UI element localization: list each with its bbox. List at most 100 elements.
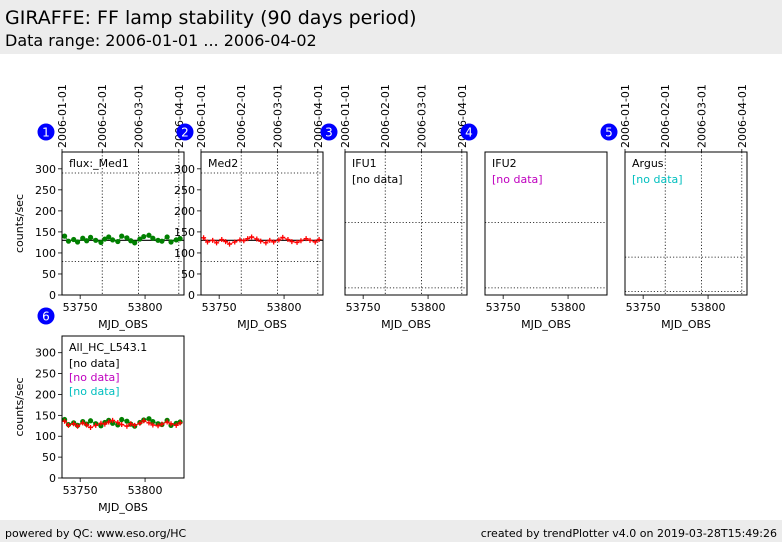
y-tick-label: 300	[35, 163, 56, 176]
y-tick-label: 150	[35, 226, 56, 239]
no-data-note: [no data]	[69, 371, 120, 384]
data-point	[164, 419, 170, 425]
y-tick-label: 200	[174, 205, 195, 218]
chart-panel-3: 3 2006-01-01 2006-02-01 2006-03-01 2006-04-0…	[320, 84, 469, 331]
plot-frame	[484, 151, 608, 296]
data-point	[110, 237, 116, 243]
date-tick-label: 2006-03-01	[696, 84, 709, 148]
data-point	[173, 422, 179, 428]
header-bar	[0, 0, 782, 54]
x-tick-label: 53800	[128, 484, 163, 497]
data-point	[132, 422, 138, 428]
date-tick-label: 2006-03-01	[133, 84, 146, 148]
data-point	[137, 236, 143, 242]
data-point	[119, 422, 125, 428]
y-tick-label: 250	[174, 184, 195, 197]
panel-label: flux:_Med1	[69, 157, 129, 170]
y-axis-label: counts/sec	[13, 377, 26, 436]
plot-frame	[61, 151, 185, 296]
data-point	[219, 236, 225, 242]
data-point	[237, 237, 243, 243]
data-point	[155, 237, 161, 243]
data-point	[98, 423, 104, 429]
y-axis-label: counts/sec	[13, 194, 26, 253]
no-data-note: [no data]	[69, 357, 120, 370]
date-tick-label: 2006-04-01	[736, 84, 749, 148]
data-point	[312, 239, 318, 245]
panel-label: Argus	[632, 157, 664, 170]
data-point	[201, 235, 207, 241]
date-tick-label: 2006-02-01	[96, 84, 109, 148]
x-axis-label: MJD_OBS	[521, 318, 571, 331]
x-tick-label: 53750	[626, 301, 661, 314]
data-point	[150, 235, 156, 241]
data-point	[232, 239, 238, 245]
data-point	[75, 423, 81, 429]
x-tick-label: 53800	[267, 301, 302, 314]
data-point	[168, 239, 174, 245]
data-point	[84, 422, 90, 428]
data-point	[110, 420, 116, 426]
no-data-note: [no data]	[492, 173, 543, 186]
no-data-note: [no data]	[69, 385, 120, 398]
data-point	[84, 238, 90, 244]
data-point	[298, 238, 304, 244]
y-tick-label: 250	[35, 184, 56, 197]
data-point	[285, 236, 291, 242]
panel-label: IFU1	[352, 157, 377, 170]
data-point	[106, 419, 112, 425]
data-point	[159, 421, 165, 427]
date-tick-label: 2006-02-01	[659, 84, 672, 148]
y-tick-label: 100	[35, 430, 56, 443]
data-point	[223, 239, 229, 245]
panel-badge-number: 4	[465, 126, 473, 140]
data-point	[164, 234, 170, 240]
panel-badge	[37, 307, 55, 325]
data-point	[155, 423, 161, 429]
page-title: GIRAFFE: FF lamp stability (90 days peri…	[5, 7, 417, 29]
data-point	[128, 238, 134, 244]
plot-frame	[344, 151, 468, 296]
data-point	[65, 238, 72, 244]
data-point	[124, 423, 130, 429]
data-point	[303, 236, 309, 242]
data-point	[115, 419, 121, 425]
data-point	[254, 236, 260, 242]
y-tick-label: 250	[35, 368, 56, 381]
footer-generator: created by trendPlotter v4.0 on 2019-03-…	[480, 527, 777, 540]
data-point	[98, 420, 104, 426]
footer-credit: powered by QC: www.eso.org/HC	[5, 527, 187, 540]
x-axis-label: MJD_OBS	[661, 318, 711, 331]
plot-frame	[624, 151, 748, 296]
data-point	[316, 236, 322, 242]
chart-panel-2: 2 2006-01-01 2006-02-01 2006-03-01 2006-04-0…	[174, 84, 325, 331]
x-tick-label: 53800	[691, 301, 726, 314]
y-tick-label: 200	[35, 388, 56, 401]
date-tick-label: 2006-02-01	[379, 84, 392, 148]
data-point	[307, 237, 313, 243]
date-tick-label: 2006-04-01	[312, 84, 325, 148]
data-point	[249, 234, 255, 240]
x-tick-label: 53800	[411, 301, 446, 314]
date-tick-label: 2006-01-01	[56, 84, 69, 148]
data-point	[106, 234, 112, 240]
x-tick-label: 53800	[128, 301, 163, 314]
x-tick-label: 53750	[63, 301, 98, 314]
data-point	[102, 421, 108, 427]
page-subtitle: Data range: 2006-01-01 ... 2006-04-02	[5, 31, 317, 50]
y-tick-label: 50	[181, 268, 195, 281]
panel-badge-number: 3	[325, 126, 333, 140]
data-point	[128, 421, 134, 427]
data-point	[150, 422, 156, 428]
plot-frame	[200, 151, 324, 296]
panel-badge	[600, 123, 618, 141]
data-point	[71, 421, 77, 427]
date-tick-label: 2006-01-01	[195, 84, 208, 148]
y-tick-label: 150	[174, 226, 195, 239]
data-point	[71, 236, 77, 243]
data-point	[110, 417, 116, 423]
data-point	[227, 241, 233, 247]
x-axis-label: MJD_OBS	[98, 501, 148, 514]
data-point	[241, 238, 247, 244]
data-point	[267, 237, 273, 243]
